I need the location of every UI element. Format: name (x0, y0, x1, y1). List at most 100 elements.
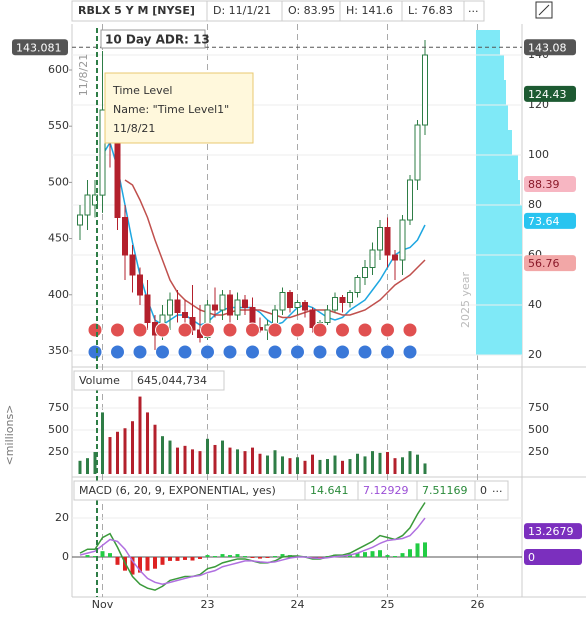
event-icon (245, 344, 260, 360)
event-icon (200, 344, 215, 360)
price-badge-label: 73.64 (528, 215, 560, 228)
macd-histogram-bar (130, 557, 135, 575)
volume-bar (296, 457, 299, 474)
plot-layer: Nov2324252620406080100120140350400450500… (12, 24, 582, 611)
more[interactable]: ... (468, 2, 479, 15)
volume-unit: <millions> (3, 405, 16, 466)
volume-profile-bar (476, 30, 500, 55)
event-icon (357, 322, 373, 338)
event-icon (267, 344, 283, 360)
time-level-label: 11/8/21 (77, 54, 90, 96)
volume-bar (116, 431, 119, 474)
y2-tick-label: 550 (48, 119, 69, 132)
event-icon (222, 344, 238, 360)
candle-body (287, 292, 293, 308)
volume-bar (153, 424, 157, 474)
volume-bar (303, 460, 307, 474)
volume-bar (93, 452, 97, 474)
volume-profile-bar (476, 155, 518, 180)
event-icon (155, 322, 170, 338)
price-badge (524, 85, 576, 102)
volume-bar (243, 451, 247, 474)
macd-histogram-bar (190, 557, 195, 561)
event-icon (200, 322, 215, 338)
candle-body (332, 297, 338, 311)
candle-body (234, 299, 241, 316)
price-badge-label: 143.08 (528, 41, 567, 54)
macd-histogram-bar (168, 557, 172, 561)
macd-histogram-bar (243, 556, 247, 558)
price-badge-label: 143.081 (16, 41, 62, 54)
macd-histogram-bar (115, 557, 120, 565)
candle-body (339, 297, 346, 303)
event-icon (402, 344, 418, 360)
candle-body (302, 302, 308, 311)
macd-histogram-bar (145, 557, 150, 571)
volume-profile-bar (476, 230, 522, 255)
macd-histogram-bar (318, 557, 322, 558)
macd-histogram-bar (153, 557, 157, 569)
candle-body (324, 309, 331, 323)
event-icon (267, 322, 283, 338)
y-tick-label: 20 (528, 348, 542, 361)
y2-tick-label: 500 (48, 175, 69, 188)
volume-bar (191, 449, 194, 474)
event-icon (357, 344, 373, 360)
candle-body (422, 54, 428, 126)
year-label: 2025 year (459, 272, 472, 329)
candle-body (182, 312, 188, 318)
y-tick-label: 750 (48, 401, 69, 414)
event-icon (177, 344, 193, 360)
candle-body (369, 249, 376, 268)
macd-histogram-bar (220, 554, 225, 558)
volume-profile-bar (476, 205, 522, 230)
volume-bar (401, 457, 404, 474)
candle-body (99, 109, 106, 196)
volume-profile-bar (476, 305, 522, 330)
volume-profile-bar (476, 80, 506, 105)
volume-bar (183, 445, 187, 474)
macd-histogram-bar (235, 554, 240, 558)
candle-body (227, 294, 233, 316)
volume-bar (213, 444, 217, 474)
adr: 10 Day ADR: 13 (105, 33, 210, 47)
volume-bar (138, 396, 142, 474)
candle-body (414, 124, 421, 181)
volume-bar (236, 449, 239, 474)
volume-bar (386, 452, 389, 474)
volume-bar (221, 440, 224, 474)
volume-profile-bar (476, 130, 512, 155)
macd-histogram-bar (205, 555, 210, 558)
date: D: 11/1/21 (213, 4, 271, 17)
candle-body (114, 142, 121, 218)
macd-histogram-bar (370, 551, 375, 558)
volume-bar (273, 450, 277, 474)
event-icon (312, 344, 328, 360)
event-icon (155, 344, 170, 360)
macd-histogram-bar (415, 543, 420, 558)
x-tick-label: 24 (291, 598, 305, 611)
volume-bar (206, 438, 209, 474)
candle-body (407, 179, 413, 221)
macd-more[interactable]: ... (492, 482, 503, 495)
tooltip-date: 11/8/21 (113, 122, 155, 135)
tooltip-box (104, 72, 254, 144)
candle-body (294, 302, 301, 308)
macd-header-box (73, 480, 509, 501)
volume-profile-bar (476, 255, 522, 280)
volume-bar (311, 454, 314, 474)
candle-body (399, 219, 406, 261)
volume-bar (318, 459, 322, 474)
macd-histogram-bar (138, 557, 142, 573)
volume-bar (101, 412, 104, 474)
volume-bar (408, 451, 412, 474)
candle-body (362, 267, 368, 278)
event-icon (380, 322, 395, 338)
event-icon (402, 322, 418, 338)
candle-body (174, 299, 181, 313)
volume-bar (326, 459, 329, 474)
macd-histogram-bar (85, 555, 90, 558)
y2-tick-label: 400 (48, 288, 69, 301)
macd-histogram-bar (108, 553, 112, 558)
volume-bar (251, 447, 254, 474)
